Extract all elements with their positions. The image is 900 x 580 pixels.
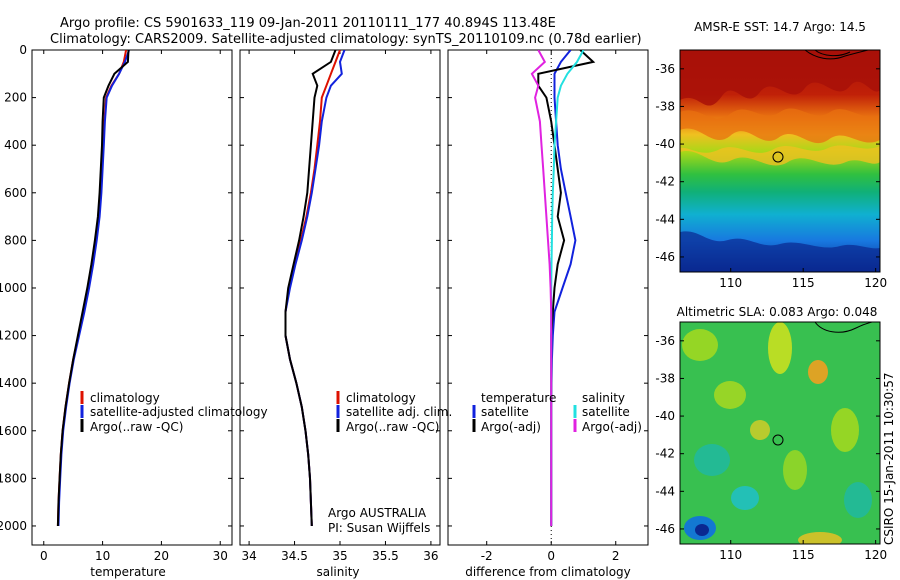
difference-lines [530,50,596,545]
depth-tick-label: 1400 [0,376,27,390]
series-line-argo-raw-qc [284,50,337,527]
lat-tick-label: -46 [655,250,675,264]
series-line-satellite-adj-clim [284,50,346,527]
series-line-temperature-argo-adj [537,50,596,526]
argo-float-marker [772,434,784,446]
x-tick-label: 34 [241,549,256,563]
legend-label-climatology: climatology [346,391,416,405]
sst-map-image [680,50,880,272]
difference-axes-frame [447,49,649,546]
lat-tick-label: -40 [655,409,675,423]
salinity-legend: climatology satellite adj. clim. Argo(..… [336,391,452,434]
depth-tick-label: 800 [4,233,27,247]
x-tick-label: -2 [481,549,493,563]
salinity-panel: 34 34.5 35 35.5 36 salinity climatology sate… [239,49,452,579]
x-tick-label: 0 [40,549,48,563]
temperature-lines [56,50,131,527]
sla-map-axes: -36 -38 -40 -42 -44 -46 110 115 120 [655,334,887,562]
lat-tick-label: -42 [655,447,675,461]
temperature-x-axis: 0 10 20 30 [40,50,228,563]
credit-line-1: Argo AUSTRALIA [328,506,427,520]
x-tick-label: 0 [547,549,555,563]
depth-tick-label: 1600 [0,424,27,438]
x-tick-label: 10 [95,549,110,563]
lat-tick-label: -46 [655,522,675,536]
x-tick-label: 35.5 [372,549,399,563]
x-tick-label: 35 [332,549,347,563]
legend-label-sal-argo: Argo(-adj) [582,420,642,434]
depth-tick-label: 400 [4,138,27,152]
sla-map-image [680,322,880,544]
salinity-x-axis: 34 34.5 35 35.5 36 [241,50,439,563]
legend-title-temperature: temperature [481,391,556,405]
series-line-satellite-adjusted-climatology [57,50,131,527]
lat-tick-label: -36 [655,62,675,76]
lon-tick-label: 115 [792,548,815,562]
temperature-legend: climatology satellite-adjusted climatolo… [80,391,268,434]
legend-label-temp-argo: Argo(-adj) [481,420,541,434]
legend-label-argo: Argo(..raw -QC) [90,420,183,434]
csiro-timestamp-label: CSIRO 15-Jan-2011 10:30:57 [882,373,896,545]
credit-line-2: PI: Susan Wijffels [328,521,430,535]
salinity-axes-frame [239,49,441,546]
lon-tick-label: 120 [864,548,887,562]
difference-panel: -2 0 2 difference from climatology tempera… [447,49,649,579]
series-line-salinity-argo-adj [530,50,553,526]
depth-tick-label: 0 [19,43,27,57]
salinity-lines [284,50,346,527]
x-tick-label: 36 [423,549,438,563]
argo-float-marker [772,151,784,163]
header-line-1: Argo profile: CS 5901633_119 09-Jan-2011… [60,16,556,31]
legend-label-satellite: satellite adj. clim. [346,405,452,419]
sla-map-panel: Altimetric SLA: 0.083 Argo: 0.048 -36 -38… [655,305,896,562]
lat-tick-label: -38 [655,371,675,385]
sla-map-frame [679,321,881,545]
series-line-climatology [56,50,128,527]
depth-axis: 0 200 400 600 800 1000 1200 1400 1600 1800 2000 [0,43,648,533]
lat-tick-label: -36 [655,334,675,348]
lon-tick-label: 115 [792,276,815,290]
depth-tick-label: 1000 [0,281,27,295]
sst-map-panel: AMSR-E SST: 14.7 Argo: 14.5 -36 -38 -40 -42… [655,20,887,290]
depth-tick-label: 600 [4,186,27,200]
depth-tick-label: 1200 [0,329,27,343]
legend-label-argo: Argo(..raw -QC) [346,420,439,434]
sst-map-frame [679,49,881,273]
x-tick-label: 2 [612,549,620,563]
sst-map-title: AMSR-E SST: 14.7 Argo: 14.5 [694,20,866,34]
legend-label-climatology: climatology [90,391,160,405]
difference-x-axis: -2 0 2 [481,50,620,563]
salinity-xlabel: salinity [316,565,359,579]
legend-title-salinity: salinity [582,391,625,405]
lat-tick-label: -40 [655,137,675,151]
difference-xlabel: difference from climatology [465,565,631,579]
depth-tick-label: 200 [4,91,27,105]
difference-legend: temperature satellite Argo(-adj) salinit… [472,391,642,434]
x-tick-label: 34.5 [281,549,308,563]
lon-tick-label: 110 [719,276,742,290]
legend-label-satellite: satellite-adjusted climatology [90,405,268,419]
legend-label-sal-satellite: satellite [582,405,630,419]
sst-map-axes: -36 -38 -40 -42 -44 -46 110 115 120 [655,62,887,290]
series-line-argo-raw-qc [56,50,130,527]
header-line-2: Climatology: CARS2009. Satellite-adjuste… [50,32,642,47]
lon-tick-label: 110 [719,548,742,562]
sla-map-title: Altimetric SLA: 0.083 Argo: 0.048 [677,305,878,319]
legend-label-temp-satellite: satellite [481,405,529,419]
temperature-xlabel: temperature [90,565,165,579]
temperature-axes-frame [31,49,233,546]
depth-tick-label: 2000 [0,519,27,533]
x-tick-label: 20 [154,549,169,563]
lat-tick-label: -38 [655,99,675,113]
x-tick-label: 30 [213,549,228,563]
depth-tick-label: 1800 [0,471,27,485]
lat-tick-label: -42 [655,175,675,189]
lon-tick-label: 120 [864,276,887,290]
lat-tick-label: -44 [655,484,675,498]
lat-tick-label: -44 [655,212,675,226]
series-line-salinity-satellite [550,50,585,526]
